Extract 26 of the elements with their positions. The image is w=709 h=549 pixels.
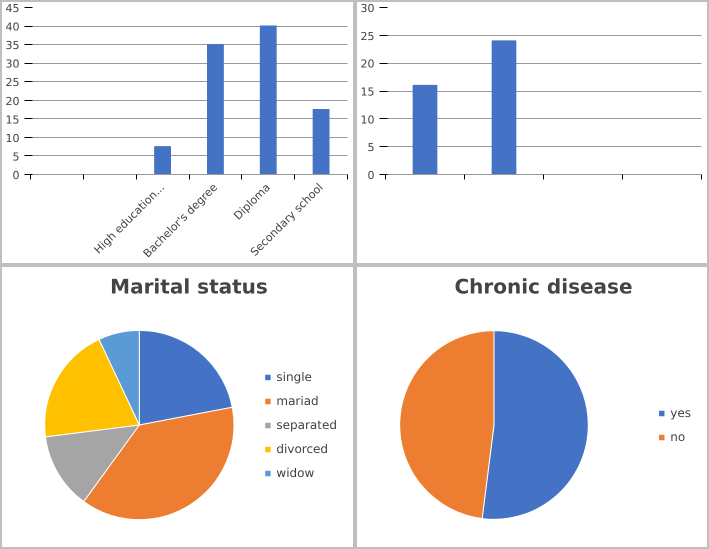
y-tick-label: 15 (6, 113, 20, 126)
legend-label: yes (670, 406, 691, 420)
legend-label: no (670, 430, 686, 444)
y-tick-label: 30 (360, 2, 375, 15)
y-tick-label: 20 (6, 94, 20, 108)
legend-label: single (276, 370, 312, 384)
y-tick-label: 40 (6, 20, 20, 34)
y-tick-label: 30 (6, 58, 20, 71)
y-tick-label: 25 (6, 76, 20, 90)
y-tick-label: 15 (360, 86, 375, 98)
y-tick-label: 10 (6, 132, 20, 145)
chart-title: Chronic disease (454, 274, 633, 298)
y-tick-label: 35 (6, 39, 20, 52)
legend-label: divorced (276, 442, 328, 456)
y-tick-label: 20 (360, 58, 375, 71)
legend-label: separated (276, 418, 337, 432)
y-tick-label: 25 (360, 30, 375, 43)
legend-label: widow (276, 466, 314, 480)
y-tick-label: 5 (12, 150, 20, 164)
y-tick-label: 0 (368, 169, 374, 182)
legend-label: mariad (276, 394, 319, 408)
y-tick-label: 5 (368, 141, 374, 154)
y-tick-label: 10 (360, 113, 375, 126)
y-tick-label: 0 (12, 169, 20, 182)
chart-title: Marital status (110, 274, 268, 298)
y-tick-label: 45 (6, 2, 20, 15)
